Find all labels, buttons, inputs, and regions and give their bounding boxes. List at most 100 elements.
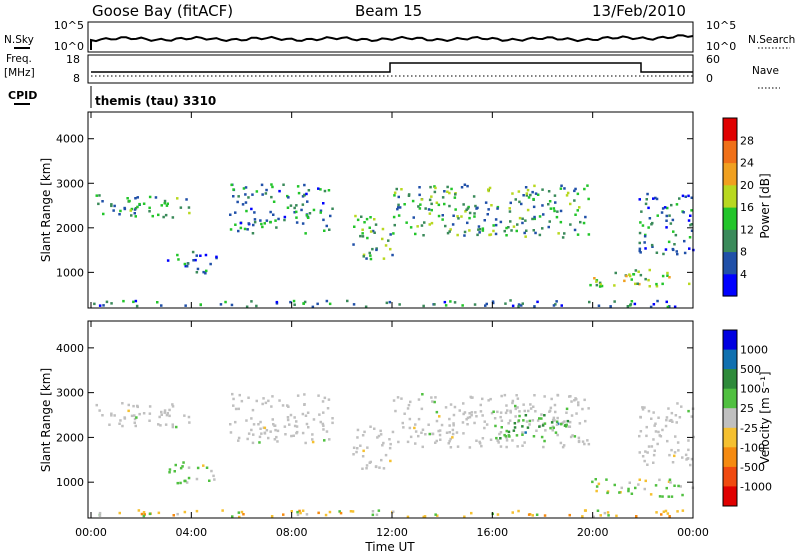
data-cell: [499, 220, 503, 224]
data-cell: [647, 409, 651, 413]
velocity-data-layer: [95, 392, 695, 519]
data-cell: [98, 304, 102, 307]
data-cell: [361, 232, 364, 235]
data-cell: [362, 255, 365, 258]
data-cell: [157, 213, 160, 217]
freq-panel: [87, 54, 694, 84]
data-cell: [681, 493, 684, 497]
data-cell: [168, 471, 171, 474]
data-cell: [293, 211, 296, 214]
data-cell: [635, 515, 638, 518]
data-cell: [434, 513, 437, 516]
data-cell: [533, 394, 536, 397]
data-cell: [626, 305, 630, 308]
data-cell: [516, 445, 519, 448]
y-tick-label: 1000: [56, 266, 84, 279]
data-cell: [568, 425, 572, 428]
data-cell: [186, 262, 190, 265]
data-cell: [568, 513, 571, 517]
data-cell: [665, 300, 668, 304]
data-cell: [283, 215, 287, 219]
data-cell: [528, 419, 532, 423]
data-cell: [592, 515, 595, 519]
data-cell: [166, 259, 170, 262]
data-cell: [162, 215, 165, 219]
data-cell: [583, 187, 586, 191]
data-cell: [450, 187, 453, 191]
data-cell: [656, 299, 659, 303]
data-cell: [516, 406, 519, 409]
data-cell: [273, 424, 276, 427]
data-cell: [458, 409, 461, 412]
data-cell: [129, 209, 132, 212]
data-cell: [281, 404, 285, 407]
data-cell: [205, 466, 209, 469]
data-cell: [574, 213, 577, 216]
data-cell: [508, 207, 511, 210]
data-cell: [185, 265, 189, 268]
data-cell: [328, 302, 332, 306]
data-cell: [507, 422, 510, 425]
data-cell: [682, 211, 685, 214]
data-cell: [638, 249, 641, 253]
y-tick-label: 3000: [56, 387, 84, 400]
data-cell: [364, 305, 368, 308]
data-cell: [511, 401, 514, 405]
data-cell: [229, 431, 233, 434]
date-title: 13/Feb/2010: [592, 2, 686, 20]
data-cell: [565, 423, 568, 427]
data-cell: [641, 406, 644, 409]
data-cell: [286, 416, 290, 419]
data-cell: [529, 407, 533, 410]
data-cell: [184, 304, 187, 307]
data-cell: [661, 207, 665, 210]
velocity-colorbar-tick-label: -25: [740, 422, 758, 435]
data-cell: [516, 397, 520, 400]
data-cell: [119, 209, 122, 213]
data-cell: [517, 420, 520, 424]
data-cell: [643, 235, 647, 238]
velocity-colorbar-swatch: [723, 427, 737, 448]
data-cell: [462, 203, 465, 206]
data-cell: [647, 206, 650, 210]
data-cell: [479, 403, 482, 407]
data-cell: [460, 215, 463, 218]
x-tick-label: 16:00: [476, 526, 508, 539]
data-cell: [511, 304, 515, 308]
data-cell: [553, 403, 557, 407]
data-cell: [296, 513, 300, 517]
data-cell: [515, 229, 518, 233]
data-cell: [448, 417, 451, 421]
data-cell: [577, 401, 580, 404]
data-cell: [191, 250, 195, 254]
data-cell: [517, 419, 521, 422]
data-cell: [373, 427, 376, 430]
data-cell: [98, 409, 101, 412]
data-cell: [643, 406, 646, 409]
data-cell: [653, 449, 656, 452]
data-cell: [569, 395, 572, 398]
data-cell: [240, 399, 244, 403]
data-cell: [513, 426, 517, 429]
data-cell: [163, 199, 167, 203]
freq-left-tick-bottom: 8: [73, 72, 80, 85]
data-cell: [650, 445, 654, 448]
data-cell: [466, 423, 469, 426]
data-cell: [526, 188, 530, 192]
data-cell: [392, 215, 396, 219]
data-cell: [688, 236, 692, 239]
data-cell: [606, 511, 610, 514]
data-cell: [549, 406, 553, 410]
data-cell: [98, 511, 102, 515]
data-cell: [416, 225, 419, 228]
data-cell: [614, 271, 617, 275]
data-cell: [148, 210, 151, 213]
data-cell: [160, 410, 163, 414]
data-cell: [177, 258, 180, 261]
data-cell: [187, 415, 191, 419]
data-cell: [515, 434, 519, 437]
data-cell: [276, 440, 279, 443]
data-cell: [447, 442, 450, 445]
data-cell: [93, 302, 96, 306]
data-cell: [247, 222, 250, 225]
